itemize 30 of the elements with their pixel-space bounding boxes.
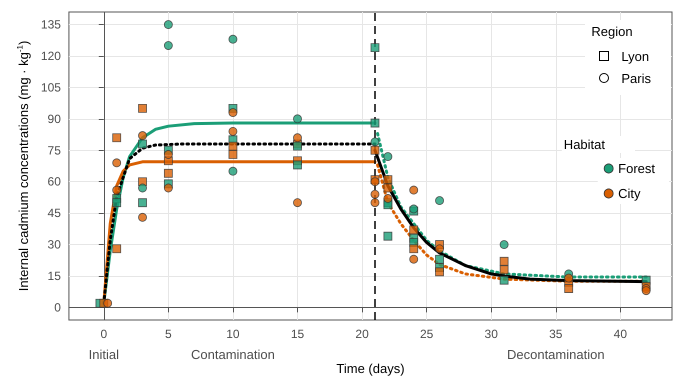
y-tick-label: 75: [48, 143, 62, 158]
x-tick-label: 15: [290, 327, 304, 341]
text: Contamination: [191, 347, 275, 362]
annotation: Lyon: [621, 48, 650, 64]
x-tick-label: 20: [355, 327, 370, 341]
x-tick-label: 0: [100, 327, 108, 341]
y-tick-label: 90: [48, 112, 62, 126]
x-tick-label: 25: [420, 327, 434, 341]
y-tick-label: 135: [40, 18, 62, 32]
x-tick-label: 35: [549, 327, 563, 341]
annotation: Paris: [621, 70, 651, 86]
x-axis-title: Time (days): [336, 361, 405, 376]
legend-label: City: [618, 186, 642, 201]
y-tick-label: 30: [48, 238, 62, 252]
x-tick-label: 5: [165, 327, 172, 341]
text: Decontamination: [506, 347, 605, 362]
y-axis-title: Internal cadmium concentrations (mg · kg-1): [16, 40, 31, 292]
y-tick-label: 15: [48, 269, 62, 283]
y-tick-label: 60: [48, 174, 62, 189]
y-tick-label: 45: [48, 206, 62, 220]
x-tick-label: 30: [484, 327, 498, 341]
y-tick-label: 0: [54, 300, 62, 314]
x-tick-label: 10: [226, 327, 240, 341]
legend-title: Region: [591, 24, 634, 39]
y-tick-label: 120: [40, 49, 62, 63]
annotation: Habitat: [564, 137, 606, 152]
legend-label: Forest: [618, 161, 656, 176]
x-tick-label: 40: [614, 327, 628, 341]
text: Initial: [88, 347, 120, 362]
y-tick-label: 105: [40, 80, 62, 94]
